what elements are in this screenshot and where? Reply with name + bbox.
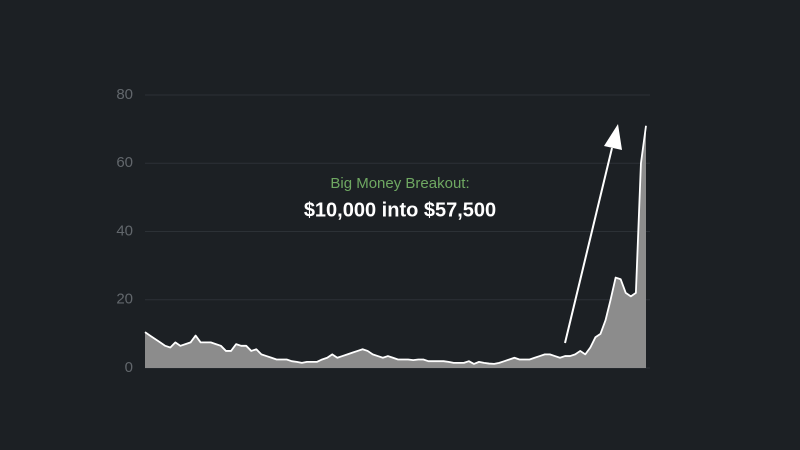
grid: 0 20 40 60 80 (116, 86, 650, 376)
area (145, 125, 646, 369)
plot (144, 125, 647, 369)
y-tick-label: 40 (116, 222, 133, 239)
arrow-shaft (564, 147, 613, 344)
annotation-title: Big Money Breakout: (330, 175, 469, 192)
line (144, 125, 647, 365)
arrow-head (604, 124, 622, 150)
y-tick-label: 0 (125, 359, 133, 376)
annotation-text: $10,000 into $57,500 (304, 199, 496, 221)
y-tick-label: 80 (116, 86, 133, 103)
y-tick-label: 20 (116, 291, 133, 308)
arrow (564, 124, 622, 344)
y-tick-label: 60 (116, 154, 133, 171)
